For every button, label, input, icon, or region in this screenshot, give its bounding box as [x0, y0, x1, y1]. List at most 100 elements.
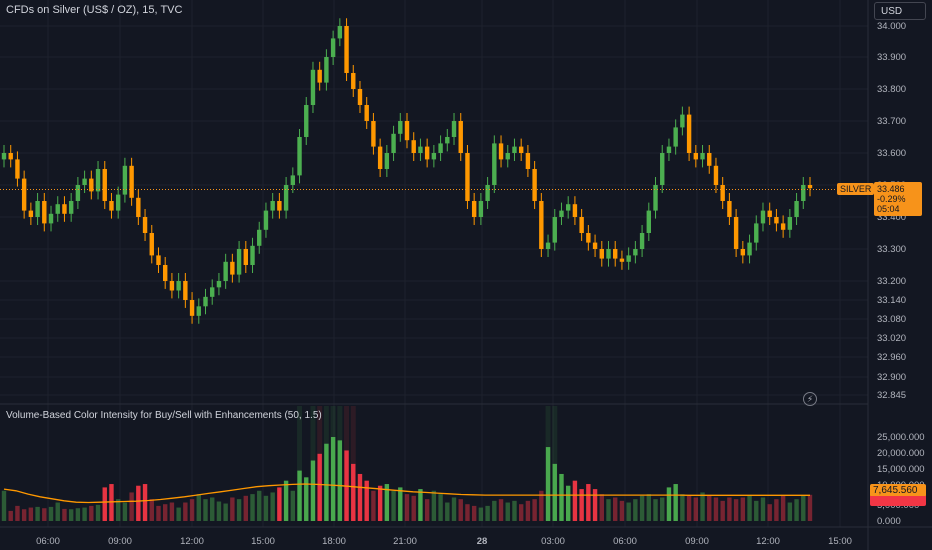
- candle: [626, 247, 631, 270]
- price-candles: [1, 18, 813, 324]
- time-tick-label: 18:00: [322, 536, 346, 547]
- bar-countdown: 05:04: [877, 204, 900, 214]
- volume-axis[interactable]: 25,000.00020,000.00015,000.00010,000.000…: [877, 432, 925, 527]
- candle: [398, 113, 403, 142]
- volume-bar: [351, 463, 356, 521]
- volume-bar: [324, 443, 329, 521]
- candle: [230, 253, 235, 283]
- candle: [438, 135, 443, 161]
- volume-bar: [707, 495, 712, 521]
- candle: [250, 237, 255, 273]
- time-tick-label: 15:00: [828, 536, 852, 547]
- candle: [478, 193, 484, 225]
- volume-bar: [42, 508, 47, 521]
- volume-bar: [398, 487, 403, 521]
- volume-bar: [149, 499, 154, 521]
- candle: [290, 167, 296, 193]
- candle: [606, 241, 611, 267]
- time-tick-label: 09:00: [685, 536, 709, 547]
- volume-bar: [700, 492, 705, 521]
- volume-bar: [28, 507, 34, 521]
- candle: [505, 145, 510, 168]
- candle: [431, 145, 437, 168]
- time-axis[interactable]: 06:00 09:00 12:00 15:00 18:00 21:00 28 03:00 06:…: [36, 536, 852, 547]
- time-tick-label: 28: [477, 536, 488, 547]
- volume-bar: [330, 437, 336, 521]
- volume-bar: [431, 490, 437, 521]
- candle: [545, 234, 551, 257]
- candle: [122, 157, 128, 203]
- volume-bar: [210, 497, 215, 521]
- candle: [404, 113, 410, 149]
- currency-button[interactable]: USD: [874, 2, 926, 20]
- volume-bar: [8, 510, 13, 521]
- candle: [357, 81, 363, 113]
- volume-ma-line: [3, 483, 810, 504]
- candle: [189, 292, 195, 324]
- candle: [15, 151, 20, 187]
- volume-bar: [438, 494, 443, 521]
- volume-bar: [680, 494, 685, 521]
- volume-bar: [55, 502, 60, 521]
- candle: [572, 196, 578, 225]
- candle: [344, 18, 349, 81]
- volume-bar: [371, 490, 376, 521]
- candle: [169, 273, 175, 299]
- volume-bar: [203, 499, 208, 521]
- candle: [451, 113, 457, 145]
- volume-bar: [68, 509, 74, 521]
- candle: [283, 177, 289, 219]
- candle: [176, 273, 181, 299]
- volume-tick-label: 25,000.000: [877, 432, 925, 443]
- candle: [566, 196, 571, 219]
- last-volume-badge-secondary: [870, 496, 926, 506]
- volume-bar: [236, 499, 242, 521]
- volume-bar: [142, 484, 148, 521]
- candle: [163, 257, 168, 289]
- volume-bar: [572, 480, 578, 521]
- volume-bar: [579, 489, 584, 521]
- volume-bar: [740, 497, 746, 521]
- volume-bar: [465, 504, 470, 521]
- candle: [807, 177, 813, 197]
- volume-bar: [760, 497, 766, 521]
- volume-bar: [774, 499, 779, 521]
- volume-bar: [263, 495, 269, 521]
- candle: [787, 209, 793, 238]
- candle: [780, 215, 786, 238]
- last-volume-badge: 7,645.560: [870, 484, 926, 497]
- candle: [270, 193, 275, 219]
- candle: [552, 209, 557, 251]
- volume-bar: [686, 495, 692, 521]
- candle: [257, 221, 262, 254]
- candle: [471, 193, 477, 225]
- volume-bar: [337, 440, 343, 521]
- time-tick-label: 03:00: [541, 536, 565, 547]
- volume-bar: [216, 501, 222, 521]
- volume-bar: [82, 507, 87, 521]
- price-tick-label: 33.600: [877, 148, 906, 159]
- volume-bar: [512, 500, 517, 521]
- candle: [418, 138, 423, 161]
- candle: [646, 202, 651, 241]
- candle: [666, 138, 672, 161]
- volume-bar: [304, 477, 309, 521]
- candle: [411, 132, 416, 161]
- candle: [48, 205, 54, 232]
- candle: [653, 177, 658, 219]
- time-tick-label: 06:00: [613, 536, 637, 547]
- candle: [424, 138, 430, 168]
- candle: [458, 113, 463, 161]
- volume-bar: [62, 508, 67, 521]
- volume-bar: [693, 497, 699, 521]
- time-tick-label: 06:00: [36, 536, 60, 547]
- candle: [102, 161, 107, 209]
- price-tick-label: 33.400: [877, 212, 906, 223]
- last-price-value: 33.486: [877, 184, 905, 194]
- volume-bar: [48, 506, 54, 521]
- volume-bar: [317, 453, 322, 521]
- lightning-icon[interactable]: ⚡: [803, 392, 817, 406]
- candle: [391, 125, 396, 161]
- volume-bar: [364, 480, 369, 521]
